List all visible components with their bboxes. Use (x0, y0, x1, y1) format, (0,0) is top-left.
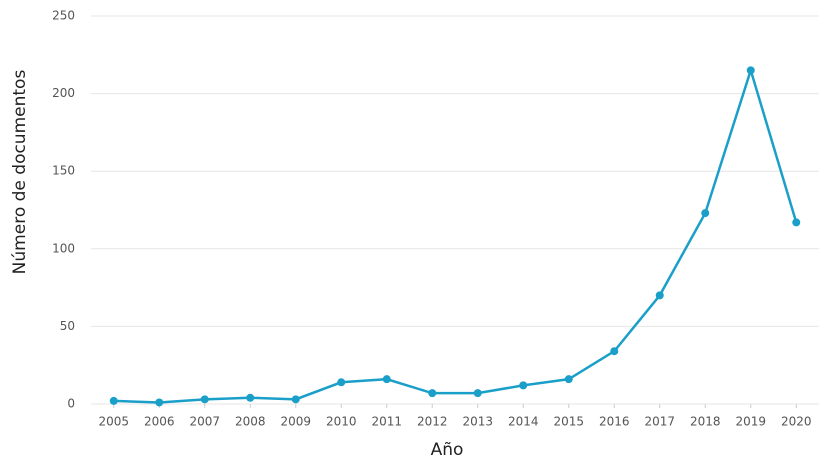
data-point (428, 389, 437, 398)
data-point (701, 209, 710, 218)
data-point (519, 381, 528, 390)
x-tick-label: 2008 (235, 415, 266, 429)
x-tick-label: 2007 (189, 415, 220, 429)
data-point (655, 291, 664, 300)
x-tick-label: 2018 (690, 415, 721, 429)
y-tick-label: 200 (52, 86, 75, 100)
y-axis-label: Número de documentos (10, 70, 30, 275)
y-tick-label: 0 (67, 397, 75, 411)
x-tick-label: 2009 (280, 415, 311, 429)
data-point (337, 378, 346, 387)
x-tick-label: 2016 (599, 415, 630, 429)
data-point (155, 398, 164, 407)
data-line (113, 66, 798, 404)
x-tick-label: 2014 (508, 415, 539, 429)
data-point (200, 395, 209, 404)
data-point (564, 375, 573, 384)
x-tick-label: 2013 (462, 415, 493, 429)
data-point (792, 218, 801, 227)
data-point (109, 396, 118, 405)
x-tick-label: 2006 (144, 415, 175, 429)
x-tick-label: 2020 (781, 415, 812, 429)
data-point (746, 66, 755, 75)
data-point (473, 389, 482, 398)
x-tick-label: 2011 (371, 415, 402, 429)
y-tick-label: 50 (60, 319, 75, 333)
data-point (291, 395, 300, 404)
data-point (610, 347, 619, 356)
x-tick-label: 2012 (417, 415, 448, 429)
x-tick-label: 2015 (553, 415, 584, 429)
data-point (246, 393, 255, 402)
y-tick-label: 250 (52, 9, 75, 23)
data-point (382, 375, 391, 384)
x-tick-label: 2017 (644, 415, 675, 429)
x-tick-label: 2010 (326, 415, 357, 429)
y-tick-label: 100 (52, 241, 75, 255)
x-axis-label: Año (431, 440, 464, 460)
y-tick-label: 150 (52, 164, 75, 178)
x-tick-label: 2019 (735, 415, 766, 429)
x-tick-label: 2005 (98, 415, 129, 429)
